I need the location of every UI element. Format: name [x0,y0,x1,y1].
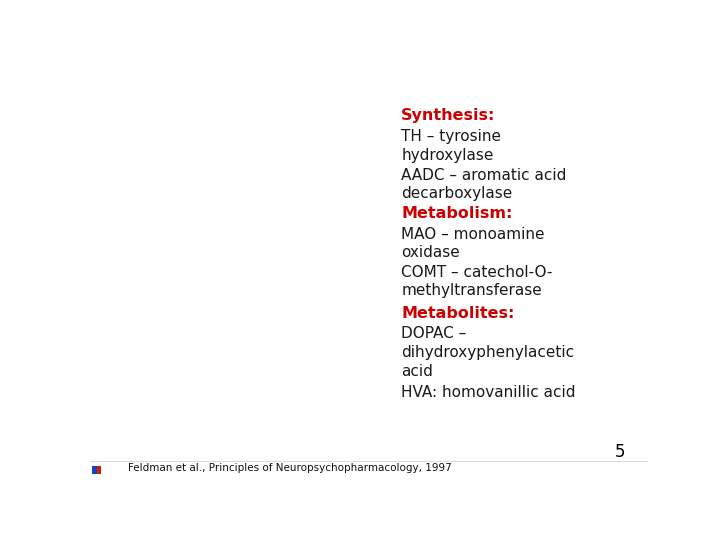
Text: MAO – monoamine
oxidase: MAO – monoamine oxidase [401,227,545,260]
Bar [91,466,97,474]
Text: TH – tyrosine
hydroxylase: TH – tyrosine hydroxylase [401,129,501,163]
Text: HVA: homovanillic acid: HVA: homovanillic acid [401,385,576,400]
Bar [97,466,101,474]
Text: AADC – aromatic acid
decarboxylase: AADC – aromatic acid decarboxylase [401,167,567,201]
Text: Feldman et al., Principles of Neuropsychopharmacology, 1997: Feldman et al., Principles of Neuropsych… [128,463,451,473]
Text: 5: 5 [615,443,626,461]
Text: Synthesis:: Synthesis: [401,109,496,124]
Text: Metabolites:: Metabolites: [401,306,515,321]
Text: Metabolism:: Metabolism: [401,206,513,221]
Text: COMT – catechol-O-
methyltransferase: COMT – catechol-O- methyltransferase [401,265,553,299]
Text: DOPAC –
dihydroxyphenylacetic
acid: DOPAC – dihydroxyphenylacetic acid [401,326,575,379]
